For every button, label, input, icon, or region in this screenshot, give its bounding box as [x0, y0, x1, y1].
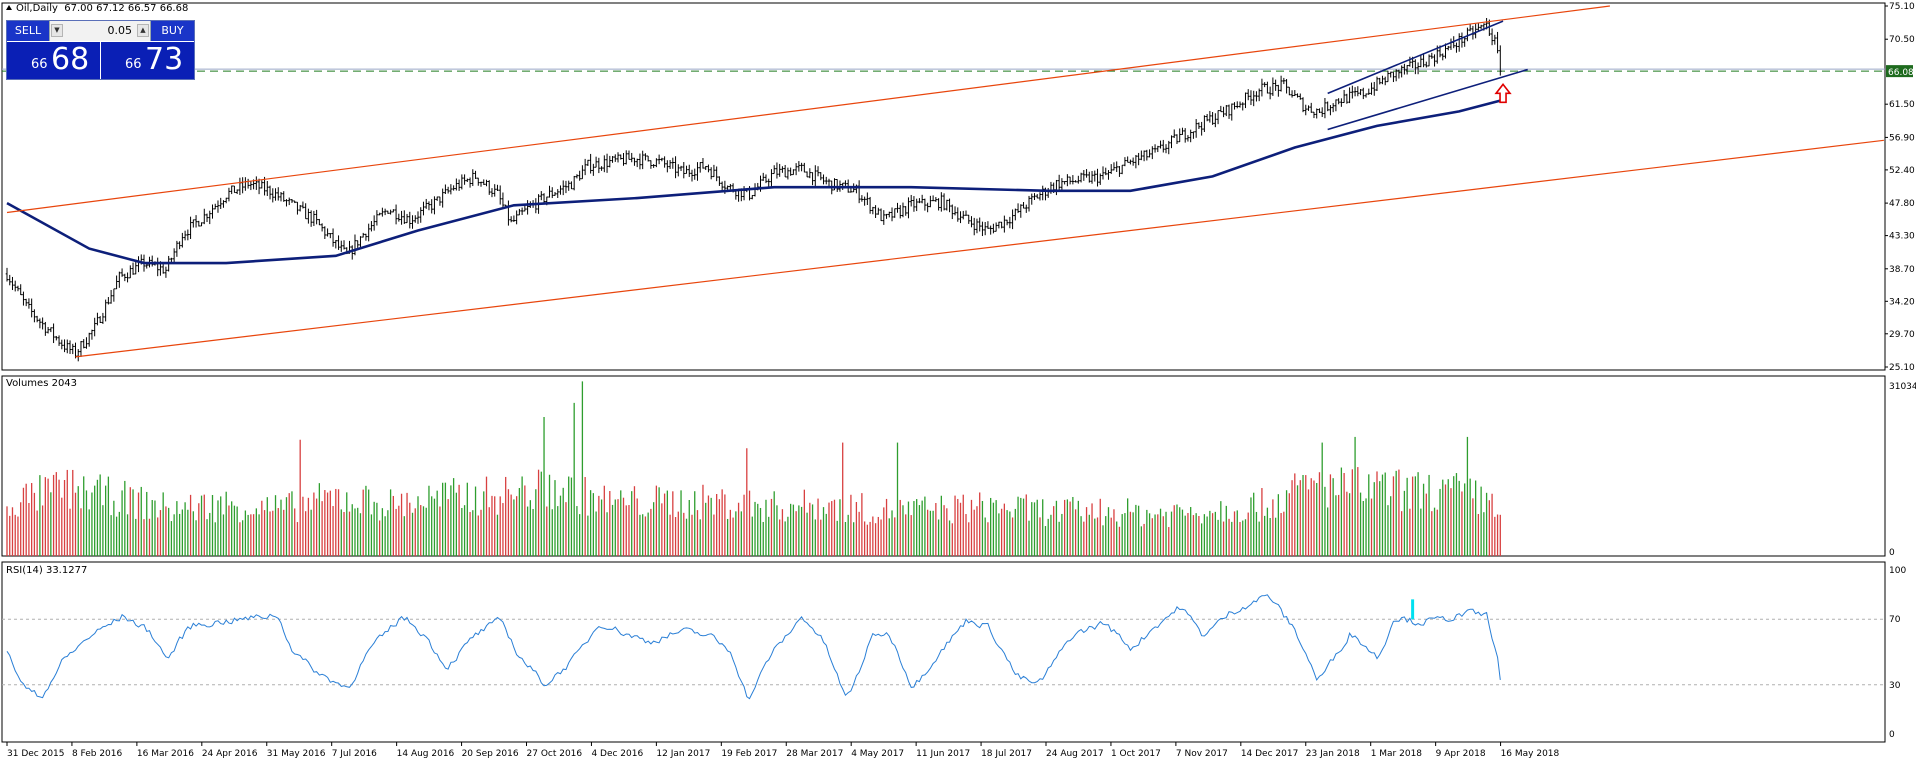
price-tick-label: 66.08: [1888, 68, 1914, 78]
current-price-tag: [1886, 65, 1913, 78]
rsi-line: [6, 594, 1501, 700]
overlay-channel-lower: [75, 139, 1884, 358]
rsi-marker: [1411, 599, 1415, 620]
rsi-tick-label: 30: [1889, 681, 1901, 691]
sell-button[interactable]: SELL: [7, 21, 49, 41]
buy-price-big: 73: [145, 42, 184, 77]
collapse-arrow-icon[interactable]: [6, 5, 12, 10]
overlay-channel-short-lower: [1327, 68, 1528, 131]
price-tick-label: 52.40: [1889, 166, 1915, 176]
sell-price-small: 66: [31, 57, 48, 72]
date-tick-label: 7 Jul 2016: [332, 749, 377, 759]
overlay-channel-short-upper: [1327, 20, 1504, 95]
rsi-panel-frame: [1, 561, 1886, 743]
date-tick-label: 12 Jan 2017: [656, 749, 710, 759]
price-tick-label: 34.20: [1889, 297, 1915, 307]
buy-price[interactable]: 66 73: [101, 42, 194, 79]
lot-size-value[interactable]: 0.05: [107, 24, 133, 37]
volume-tick-label: 0: [1889, 548, 1895, 558]
date-tick-label: 1 Oct 2017: [1111, 749, 1161, 759]
price-tick-label: 75.10: [1889, 2, 1915, 12]
date-tick-label: 4 Dec 2016: [591, 749, 643, 759]
symbol-label: Oil,Daily: [16, 3, 58, 14]
overlay-channel-upper: [6, 5, 1610, 214]
price-plot: [2, 5, 1885, 362]
date-tick-label: 24 Apr 2016: [202, 749, 258, 759]
one-click-trading-panel: SELL ▼ 0.05 ▲ BUY 66 68 66 73: [6, 20, 195, 80]
date-tick-label: 14 Aug 2016: [397, 749, 455, 759]
rsi-plot: [2, 594, 1885, 700]
buy-button[interactable]: BUY: [151, 21, 194, 41]
lot-increase-icon[interactable]: ▲: [137, 24, 149, 37]
date-tick-label: 1 Mar 2018: [1371, 749, 1423, 759]
date-tick-label: 20 Sep 2016: [462, 749, 519, 759]
price-tick-label: 29.70: [1889, 330, 1915, 340]
price-panel-frame: [1, 2, 1886, 371]
date-tick-label: 4 May 2017: [851, 749, 904, 759]
volume-plot: [6, 381, 1501, 556]
lot-decrease-icon[interactable]: ▼: [51, 24, 63, 37]
ohlc-values: 67.00 67.12 66.57 66.68: [64, 3, 189, 14]
overlay-moving-average: [6, 99, 1501, 265]
buy-price-small: 66: [125, 57, 142, 72]
price-tick-label: 61.50: [1889, 100, 1915, 110]
date-tick-label: 31 Dec 2015: [7, 749, 65, 759]
rsi-tick-label: 70: [1889, 615, 1901, 625]
date-tick-label: 9 Apr 2018: [1436, 749, 1486, 759]
date-tick-label: 27 Oct 2016: [527, 749, 583, 759]
rsi-title: RSI(14) 33.1277: [6, 565, 88, 576]
date-tick-label: 18 Jul 2017: [981, 749, 1032, 759]
price-tick-label: 47.80: [1889, 199, 1915, 209]
arrow-up-icon: [1494, 83, 1512, 104]
date-tick-label: 7 Nov 2017: [1176, 749, 1228, 759]
date-tick-label: 8 Feb 2016: [72, 749, 123, 759]
date-tick-label: 23 Jan 2018: [1306, 749, 1360, 759]
price-tick-label: 43.30: [1889, 232, 1915, 242]
price-tick-label: 56.90: [1889, 133, 1915, 143]
volumes-title: Volumes 2043: [6, 378, 78, 389]
price-tick-label: 70.50: [1889, 35, 1915, 45]
lot-size-field[interactable]: ▼ 0.05 ▲: [49, 21, 151, 41]
sell-price-big: 68: [51, 42, 90, 77]
volume-tick-label: 31034: [1889, 382, 1916, 392]
date-tick-label: 19 Feb 2017: [721, 749, 777, 759]
date-tick-label: 16 May 2018: [1501, 749, 1560, 759]
chart-header: Oil,Daily 67.00 67.12 66.57 66.68: [6, 3, 188, 14]
rsi-tick-label: 0: [1889, 730, 1895, 740]
date-tick-label: 14 Dec 2017: [1241, 749, 1299, 759]
date-tick-label: 28 Mar 2017: [786, 749, 843, 759]
date-tick-label: 31 May 2016: [267, 749, 326, 759]
price-tick-label: 25.10: [1889, 363, 1915, 373]
rsi-tick-label: 100: [1889, 566, 1906, 576]
date-tick-label: 24 Aug 2017: [1046, 749, 1104, 759]
price-tick-label: 38.70: [1889, 265, 1915, 275]
sell-price[interactable]: 66 68: [7, 42, 100, 79]
date-tick-label: 16 Mar 2016: [137, 749, 194, 759]
date-tick-label: 11 Jun 2017: [916, 749, 970, 759]
